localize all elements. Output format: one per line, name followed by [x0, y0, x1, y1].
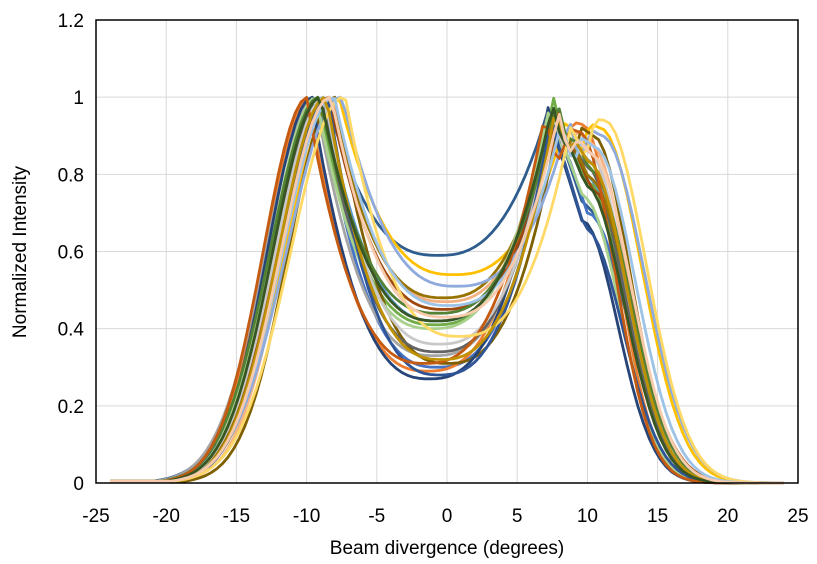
- y-tick-label: 1: [73, 88, 84, 109]
- x-tick-label: 20: [717, 506, 738, 527]
- y-tick-labels: 0 0.2 0.4 0.6 0.8 1 1.2: [58, 11, 85, 495]
- x-tick-label: -10: [293, 506, 320, 527]
- series-lines: [110, 95, 785, 485]
- x-tick-label: -25: [82, 506, 109, 527]
- x-tick-label: 15: [647, 506, 668, 527]
- y-tick-label: 0: [73, 474, 84, 495]
- x-tick-label: 5: [512, 506, 523, 527]
- x-tick-label: 10: [577, 506, 598, 527]
- x-tick-label: 25: [787, 506, 808, 527]
- x-tick-label: 0: [442, 506, 453, 527]
- series-line: [110, 95, 784, 485]
- plot-area-border: [95, 19, 799, 484]
- y-tick-label: 0.4: [58, 320, 85, 341]
- y-axis-title: Normalized Intensity: [10, 165, 31, 338]
- y-tick-label: 0.2: [58, 397, 84, 418]
- x-tick-labels: -25 -20 -15 -10 -5 0 5 10 15 20 25: [82, 506, 808, 527]
- series-line: [110, 96, 785, 485]
- x-axis-title: Beam divergence (degrees): [330, 538, 564, 559]
- series-line: [110, 96, 784, 485]
- series-line: [110, 95, 784, 485]
- y-tick-label: 0.6: [58, 243, 84, 264]
- x-tick-label: -5: [368, 506, 385, 527]
- x-tick-label: -15: [223, 506, 250, 527]
- x-tick-label: -20: [152, 506, 179, 527]
- y-tick-label: 1.2: [58, 11, 84, 32]
- y-tick-label: 0.8: [58, 165, 84, 186]
- gridlines: [96, 20, 798, 483]
